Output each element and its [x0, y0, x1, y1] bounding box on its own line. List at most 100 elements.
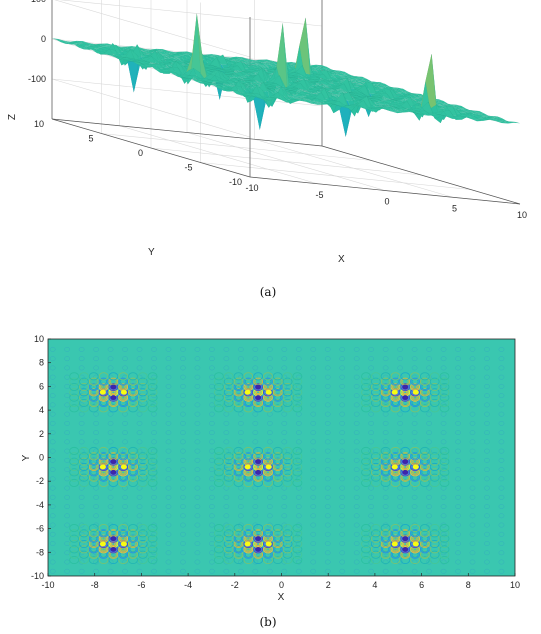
contour-ring	[253, 534, 264, 543]
contour-ring	[252, 559, 259, 565]
contour-ring	[353, 522, 360, 528]
contour-ring	[370, 382, 381, 392]
contour-ring	[213, 393, 224, 402]
contour-ring	[370, 473, 381, 482]
contour-ring	[370, 523, 381, 533]
contour-ring	[165, 457, 172, 463]
contour-ring	[339, 356, 346, 362]
contour-ring	[266, 568, 273, 574]
contour-ring	[88, 452, 99, 461]
contour-ring	[324, 504, 331, 510]
contour-ring	[180, 504, 186, 510]
contour-ring	[419, 462, 430, 472]
contour-ring	[429, 388, 440, 397]
contour-ring	[151, 568, 157, 574]
contour-ring	[439, 457, 450, 466]
contour-ring	[165, 541, 172, 546]
contour-ring	[353, 439, 360, 445]
contour-ring	[411, 356, 418, 362]
contour-ring	[151, 467, 157, 473]
contour-ring	[324, 568, 331, 574]
contour-ring	[324, 550, 331, 556]
contour-ring	[353, 346, 360, 352]
contour-ring	[238, 365, 244, 371]
contour-ring	[469, 559, 476, 565]
contour-ring	[397, 430, 403, 436]
contour-ring	[147, 539, 158, 549]
contour-peak	[265, 389, 272, 395]
contour-ring	[165, 485, 172, 491]
contour-ring	[137, 393, 148, 402]
contour-ring	[353, 467, 360, 473]
contour-ring	[194, 467, 201, 473]
contour-ring	[243, 446, 254, 456]
contour-ring	[440, 439, 447, 445]
contour-peak	[99, 389, 106, 395]
contour-ring	[353, 430, 360, 436]
contour-ring	[411, 504, 418, 510]
contour-ring	[419, 478, 430, 488]
contour-ring	[266, 430, 273, 436]
surface-plot: -10 -5 0 5 10 -10 -5 0 5 10 -100 0 100 X Y Z	[7, 0, 527, 265]
contour-ring	[244, 453, 252, 460]
contour-ring	[223, 550, 234, 559]
contour-ring	[180, 393, 186, 399]
contour-ring	[382, 568, 389, 574]
contour-ring	[272, 545, 283, 554]
contour-ring	[272, 529, 283, 538]
contour-ring	[370, 539, 381, 549]
contour-ring	[310, 568, 317, 574]
contour-ring	[209, 356, 215, 362]
contour-ring	[439, 377, 450, 386]
contour-ring	[263, 529, 273, 538]
contour-peak	[110, 536, 117, 542]
contour-ring	[194, 504, 201, 510]
contour-ring	[310, 448, 317, 454]
caption-a: (a)	[260, 285, 277, 299]
contour-ring	[484, 374, 490, 380]
surface-patch	[495, 117, 507, 121]
contour-ring	[147, 388, 158, 397]
contour-ring	[180, 402, 186, 408]
contour-ring	[118, 478, 129, 488]
contour-ring	[233, 388, 244, 397]
contour-ring	[370, 377, 381, 386]
contour-ring	[324, 346, 331, 352]
contour-ring	[137, 382, 148, 392]
contour-ring	[98, 529, 109, 538]
contour-ring	[263, 372, 273, 381]
contour-ring	[429, 468, 440, 477]
contour-peak	[255, 546, 262, 552]
contour-ring	[78, 346, 85, 352]
contour-ring	[147, 545, 158, 554]
contour-ring	[295, 430, 302, 436]
contour-ring	[429, 452, 440, 461]
contour-ring	[151, 522, 157, 528]
surface-box-edge	[51, 118, 323, 147]
contour-ring	[498, 356, 505, 362]
contour-ring	[380, 462, 391, 472]
contour-ring	[151, 430, 157, 436]
contour-ring	[88, 377, 99, 386]
contour-ring	[411, 420, 418, 426]
contour-ring	[469, 476, 476, 482]
contour-ring	[411, 346, 418, 352]
contour-ring	[353, 374, 360, 380]
contour-ring	[361, 446, 371, 456]
contour-ring	[380, 457, 391, 466]
contour-ring	[122, 513, 128, 519]
contour-ring	[380, 473, 391, 482]
contour-ring	[380, 446, 391, 456]
contour-ring	[498, 550, 505, 556]
contour-ring	[455, 522, 461, 528]
contour-peak	[244, 389, 251, 395]
contour-ring	[397, 504, 403, 510]
contour-ring	[400, 534, 411, 543]
surface-patch	[509, 121, 521, 124]
contour-ring	[252, 346, 259, 352]
contour-ring	[370, 529, 381, 538]
contour-ring	[281, 430, 288, 436]
contour-ring	[209, 559, 215, 565]
contour-ring	[165, 402, 172, 408]
contour-ring	[223, 377, 234, 386]
